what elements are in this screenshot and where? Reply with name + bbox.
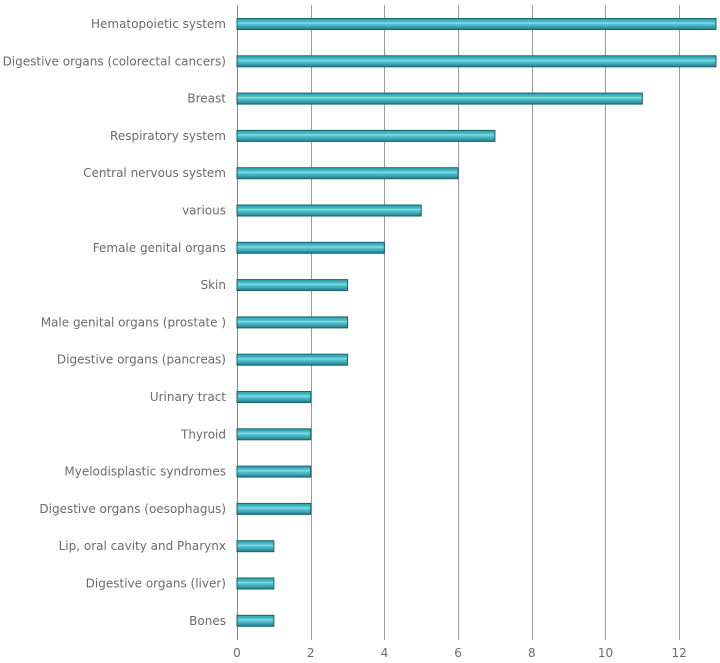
bar [236,167,459,180]
bar [236,55,717,68]
category-labels: Hematopoietic system Digestive organs (co… [3,17,227,628]
x-tick-label: 12 [672,646,687,660]
category-label: Respiratory system [110,129,226,143]
category-label: Thyroid [180,427,226,441]
category-label: Myelodisplastic syndromes [64,465,226,479]
category-label: Digestive organs (pancreas) [57,353,226,367]
category-label: Digestive organs (colorectal cancers) [3,54,226,68]
x-tick-label: 0 [233,646,241,660]
bar [236,204,422,217]
x-tick-label: 4 [381,646,389,660]
bar [236,353,349,366]
bar [236,614,275,627]
bar [236,577,275,590]
bar [236,465,312,478]
category-label: Lip, oral cavity and Pharynx [59,539,226,553]
category-label: Digestive organs (oesophagus) [39,502,226,516]
category-label: various [182,204,226,218]
bar [236,391,312,403]
x-tick-label: 10 [598,646,613,660]
x-axis-ticks: 0 2 4 6 8 10 12 [233,646,687,660]
x-tick-label: 2 [307,646,315,660]
grid-lines [237,5,680,640]
category-label: Hematopoietic system [91,17,226,31]
bar [236,129,496,142]
category-label: Bones [189,614,226,628]
bar [236,428,312,441]
bars [236,18,717,627]
bar [236,18,717,30]
bar [236,279,349,292]
x-tick-label: 6 [454,646,462,660]
bar [236,502,312,515]
bar [236,241,385,254]
x-tick-label: 8 [528,646,536,660]
category-label: Male genital organs (prostate ) [41,315,226,329]
category-label: Digestive organs (liver) [86,577,226,591]
category-label: Skin [200,278,226,292]
bar [236,92,643,105]
category-label: Urinary tract [150,390,226,404]
bar [236,316,349,329]
category-label: Breast [187,92,226,106]
category-label: Female genital organs [93,241,226,255]
bar [236,540,275,553]
category-label: Central nervous system [83,166,226,180]
